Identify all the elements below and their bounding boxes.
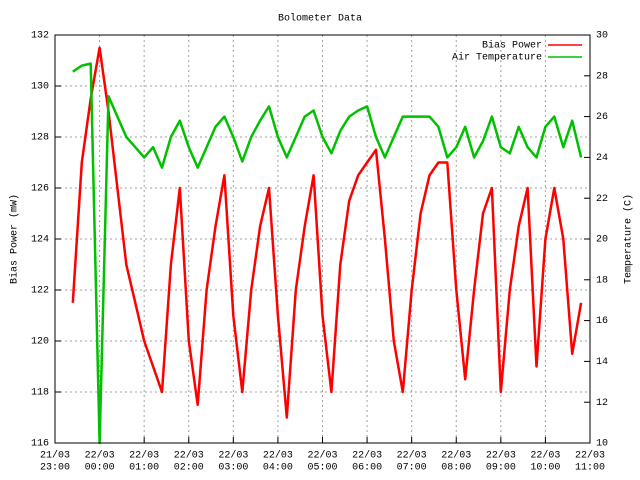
x-tick-label: 22/03 — [397, 450, 427, 462]
x-tick-label: 11:00 — [575, 463, 605, 474]
x-tick-label: 22/03 — [486, 450, 516, 462]
x-tick-label: 09:00 — [486, 463, 516, 474]
legend-label: Air Temperature — [452, 52, 542, 64]
y-tick-label: 118 — [31, 388, 49, 399]
x-tick-label: 00:00 — [85, 463, 115, 474]
x-tick-label: 22/03 — [575, 450, 605, 462]
x-tick-label: 22/03 — [263, 450, 293, 462]
x-tick-label: 10:00 — [530, 463, 560, 474]
legend-label: Bias Power — [482, 40, 542, 52]
x-tick-label: 05:00 — [307, 463, 337, 474]
y-tick-label: 128 — [31, 133, 49, 144]
x-tick-label: 23:00 — [40, 463, 70, 474]
x-tick-label: 22/03 — [174, 450, 204, 462]
y-tick-label: 116 — [31, 439, 49, 450]
x-tick-label: 02:00 — [174, 463, 204, 474]
y-tick-label: 126 — [31, 184, 49, 195]
x-tick-label: 04:00 — [263, 463, 293, 474]
data-line — [71, 46, 583, 419]
y-tick-label: 122 — [31, 286, 49, 297]
y2-tick-label: 14 — [596, 357, 608, 368]
data-line — [72, 62, 583, 445]
y-axis-label: Bias Power (mW) — [9, 194, 21, 284]
y2-tick-label: 16 — [596, 316, 608, 327]
y2-tick-label: 28 — [596, 71, 608, 82]
plot-border — [54, 34, 591, 444]
y-tick-label: 130 — [31, 82, 49, 93]
y-tick-label: 124 — [31, 235, 49, 246]
x-tick-label: 07:00 — [397, 463, 427, 474]
y2-tick-label: 24 — [596, 153, 608, 164]
x-tick-label: 22/03 — [307, 450, 337, 462]
y2-tick-label: 22 — [596, 194, 608, 205]
x-tick-label: 21/03 — [40, 450, 70, 462]
y2-tick-label: 20 — [596, 235, 608, 246]
y2-tick-label: 26 — [596, 112, 608, 123]
x-tick-label: 22/03 — [85, 450, 115, 462]
x-tick-label: 01:00 — [129, 463, 159, 474]
y2-tick-label: 12 — [596, 398, 608, 409]
x-tick-label: 03:00 — [218, 463, 248, 474]
x-tick-label: 22/03 — [441, 450, 471, 462]
y-tick-label: 132 — [31, 31, 49, 42]
x-tick-label: 22/03 — [530, 450, 560, 462]
y2-tick-label: 30 — [596, 31, 608, 42]
y-tick-label: 120 — [31, 337, 49, 348]
y2-tick-label: 10 — [596, 439, 608, 450]
y2-axis-label: Temperature (C) — [623, 194, 635, 284]
x-tick-label: 06:00 — [352, 463, 382, 474]
chart-title: Bolometer Data — [278, 13, 362, 25]
x-tick-label: 08:00 — [441, 463, 471, 474]
x-tick-label: 22/03 — [129, 450, 159, 462]
x-tick-label: 22/03 — [352, 450, 382, 462]
y2-tick-label: 18 — [596, 275, 608, 286]
x-tick-label: 22/03 — [218, 450, 248, 462]
